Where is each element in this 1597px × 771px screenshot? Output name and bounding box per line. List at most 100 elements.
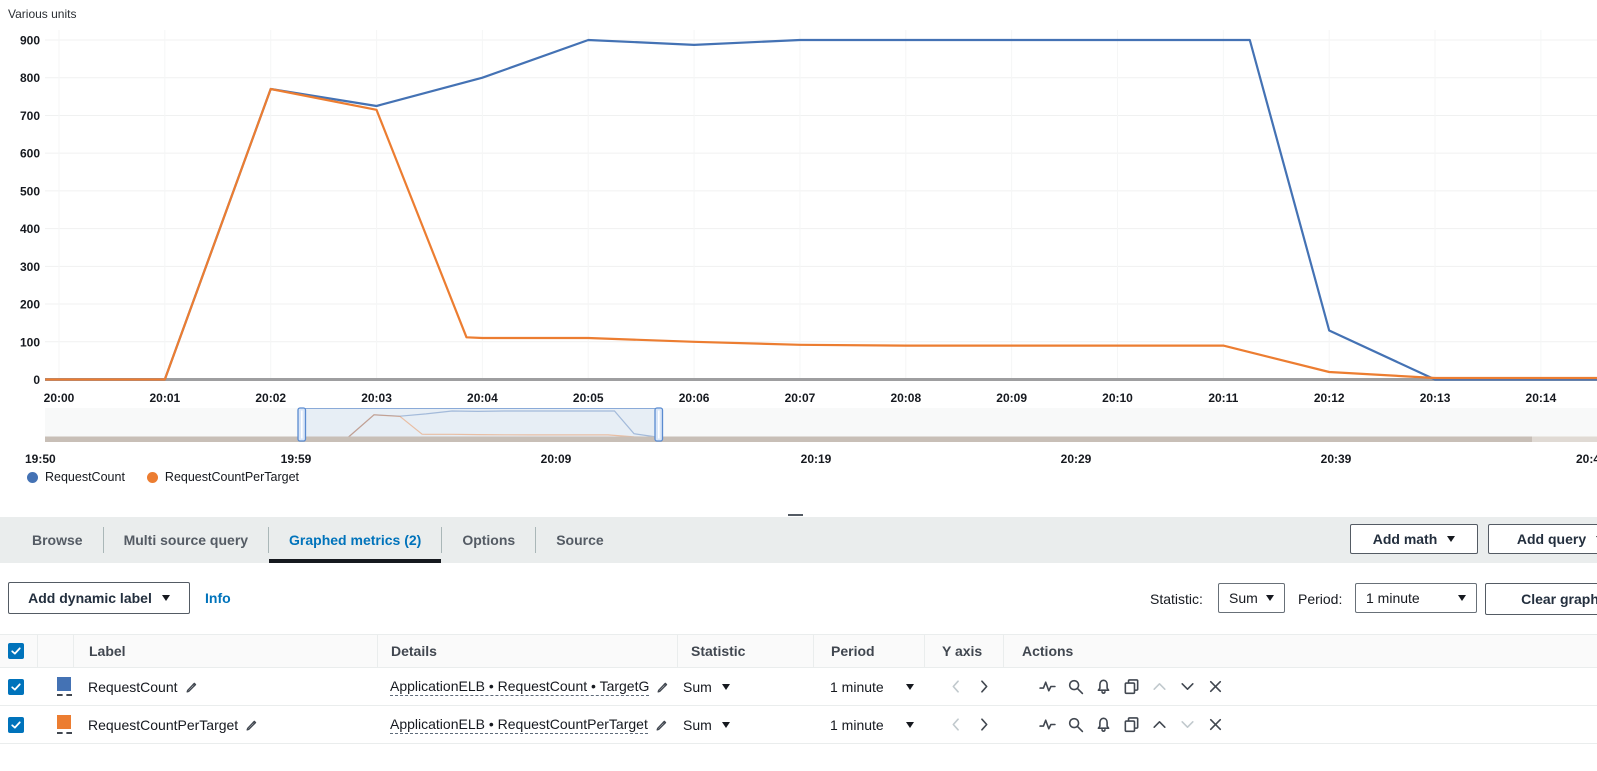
add-math-button[interactable]: Add math (1350, 524, 1478, 554)
color-picker-dashes (57, 732, 72, 734)
minimap-selection[interactable] (301, 408, 656, 441)
period-label: Period: (1298, 591, 1343, 607)
chevron-down-icon (905, 721, 914, 728)
legend-item-requestcount[interactable]: RequestCount (27, 470, 125, 484)
x-tick-label: 20:11 (1208, 391, 1238, 405)
tab-source[interactable]: Source (556, 532, 604, 548)
metric-details[interactable]: ApplicationELB • RequestCount • TargetG (390, 677, 650, 696)
x-tick-label: 20:09 (996, 391, 1027, 405)
color-picker-dashes (57, 694, 72, 696)
create-alarm-icon[interactable] (1095, 678, 1112, 695)
metric-color-picker[interactable] (57, 715, 72, 734)
edit-label-icon[interactable] (184, 680, 198, 694)
x-tick-label: 20:07 (785, 391, 816, 405)
chevron-down-icon (161, 595, 170, 601)
graph-metric-icon[interactable] (1039, 678, 1056, 695)
y-tick-label: 500 (20, 184, 40, 198)
row-period-dropdown[interactable]: 1 minute (813, 668, 924, 706)
select-all-checkbox[interactable] (8, 643, 24, 659)
legend-item-requestcountpertarget[interactable]: RequestCountPerTarget (146, 470, 300, 484)
move-down-icon[interactable] (1179, 716, 1196, 733)
graph-metric-icon[interactable] (1039, 716, 1056, 733)
edit-details-icon[interactable] (655, 680, 669, 694)
create-alarm-icon[interactable] (1095, 716, 1112, 733)
tab-graphed-metrics[interactable]: Graphed metrics (2) (269, 517, 442, 563)
minimap-tick-label: 20:19 (801, 452, 832, 466)
table-row-cell (924, 668, 1003, 706)
tab-options[interactable]: Options (462, 532, 516, 548)
color-swatch (57, 677, 71, 691)
header-color-cell (37, 634, 73, 668)
header-statistic: Statistic (677, 634, 813, 668)
table-row-cell (1003, 706, 1597, 744)
period-select[interactable]: 1 minute (1355, 583, 1477, 613)
duplicate-metric-icon[interactable] (1123, 716, 1140, 733)
y-tick-label: 100 (20, 335, 40, 349)
y-tick-label: 0 (33, 373, 40, 387)
x-tick-label: 20:06 (679, 391, 710, 405)
clear-graph-button[interactable]: Clear graph (1485, 583, 1597, 615)
move-axis-left-icon[interactable] (948, 716, 965, 733)
metrics-line-chart[interactable]: 20:00 20:01 20:02 20:03 20:04 20:05 20:06 20:07… (0, 0, 1597, 505)
x-tick-label: 20:01 (149, 391, 180, 405)
info-link[interactable]: Info (205, 590, 231, 606)
metric-details[interactable]: ApplicationELB • RequestCountPerTarget (390, 715, 648, 734)
move-axis-left-icon[interactable] (948, 678, 965, 695)
x-tick-label: 20:02 (255, 391, 286, 405)
search-metric-icon[interactable] (1067, 678, 1084, 695)
x-tick-label: 20:14 (1526, 391, 1557, 405)
row-checkbox[interactable] (8, 678, 24, 695)
row-statistic-dropdown[interactable]: Sum (677, 706, 813, 744)
series-line-RequestCountPerTarget (45, 87, 1597, 381)
edit-details-icon[interactable] (654, 718, 668, 732)
x-tick-label: 20:00 (44, 391, 75, 405)
tab-divider (102, 527, 104, 553)
legend-color-marker (27, 471, 38, 483)
table-row-cell: RequestCount (73, 668, 377, 706)
tabs-bar: Browse Multi source query Graphed metric… (0, 517, 1597, 563)
duplicate-metric-icon[interactable] (1123, 678, 1140, 695)
move-axis-right-icon[interactable] (975, 716, 992, 733)
move-down-icon[interactable] (1179, 678, 1196, 695)
remove-metric-icon[interactable] (1207, 678, 1224, 695)
tab-divider (535, 527, 537, 553)
minimap-tick-label: 19:50 (25, 452, 56, 466)
x-tick-label: 20:05 (573, 391, 604, 405)
move-up-icon[interactable] (1151, 716, 1168, 733)
minimap-band[interactable] (45, 408, 1597, 441)
header-label: Label (73, 634, 377, 668)
y-tick-label: 900 (20, 34, 40, 48)
add-dynamic-label-button[interactable]: Add dynamic label (8, 582, 190, 614)
statistic-select[interactable]: Sum (1218, 583, 1285, 613)
edit-label-icon[interactable] (244, 718, 258, 732)
row-checkbox[interactable] (8, 716, 24, 733)
minimap-series-RequestCount (318, 410, 700, 439)
y-tick-label: 400 (20, 222, 40, 236)
row-period-dropdown[interactable]: 1 minute (813, 706, 924, 744)
chart-legend: RequestCount RequestCountPerTarget (27, 470, 299, 484)
chevron-down-icon (905, 683, 914, 690)
move-axis-right-icon[interactable] (975, 678, 992, 695)
move-up-icon[interactable] (1151, 678, 1168, 695)
tab-divider (441, 527, 443, 553)
table-row-cell (0, 706, 37, 744)
minimap-tick-label: 19:59 (281, 452, 312, 466)
table-row-cell (37, 706, 73, 744)
tab-multi-source-query[interactable]: Multi source query (123, 532, 249, 548)
table-row-cell (924, 706, 1003, 744)
metric-label: RequestCount (88, 678, 178, 695)
add-query-button[interactable]: Add query (1488, 524, 1597, 554)
minimap-tick-label: 20:4 (1576, 452, 1597, 466)
x-tick-label: 20:12 (1314, 391, 1345, 405)
metric-color-picker[interactable] (57, 677, 72, 696)
search-metric-icon[interactable] (1067, 716, 1084, 733)
color-swatch (57, 715, 71, 729)
header-period: Period (813, 634, 924, 668)
remove-metric-icon[interactable] (1207, 716, 1224, 733)
y-tick-label: 700 (20, 109, 40, 123)
tab-browse[interactable]: Browse (32, 532, 83, 548)
legend-label: RequestCountPerTarget (164, 470, 300, 484)
chevron-down-icon (721, 721, 730, 728)
row-statistic-dropdown[interactable]: Sum (677, 668, 813, 706)
